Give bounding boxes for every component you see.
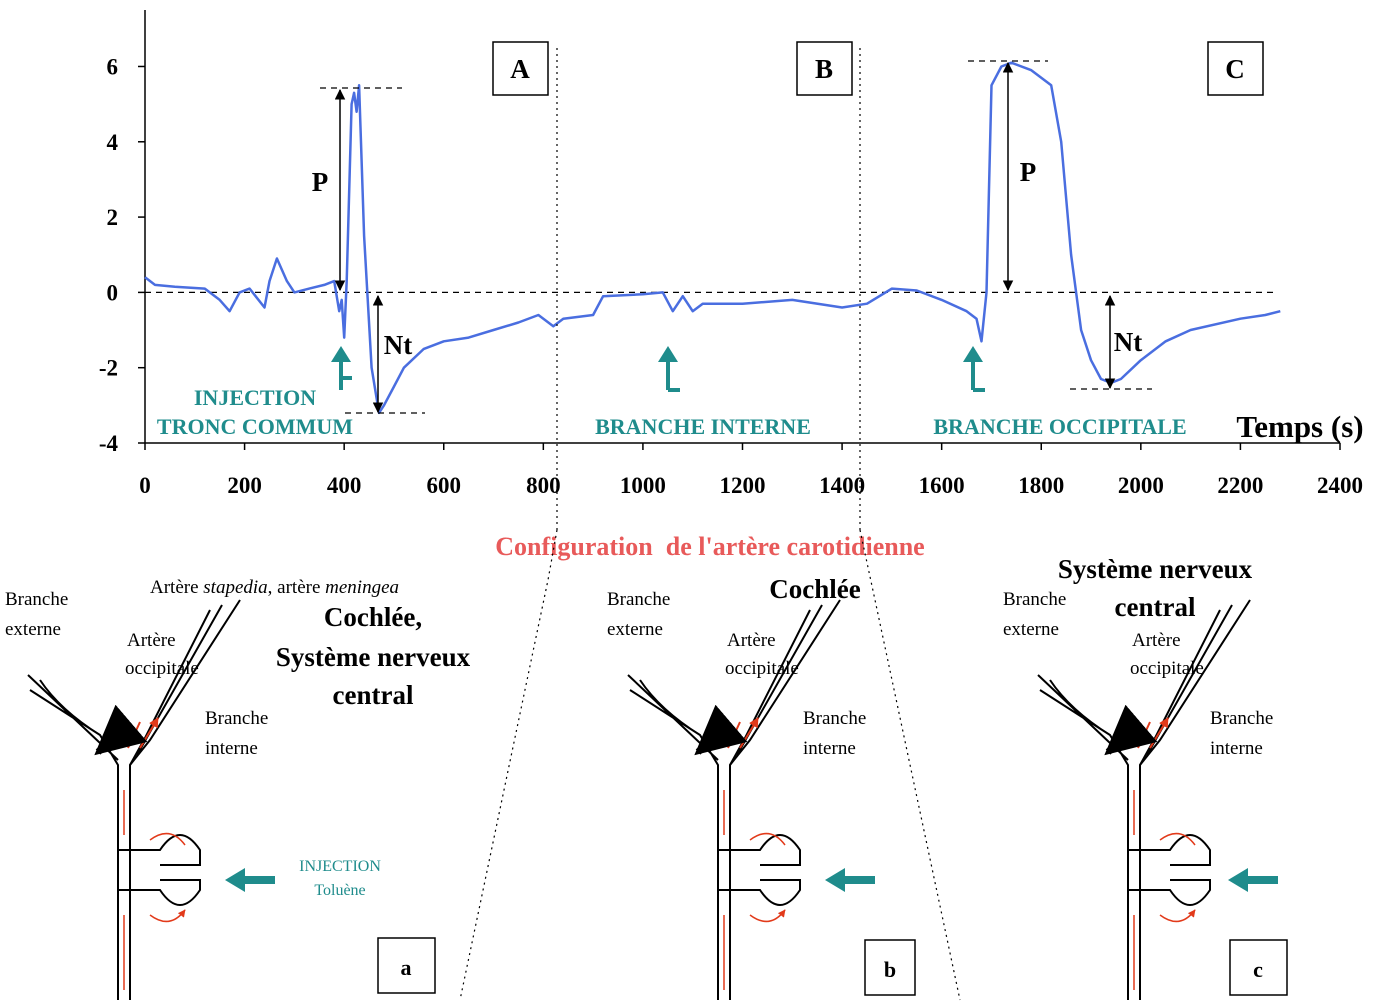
peak-label: P [312, 167, 329, 197]
label-part: meningea [325, 577, 399, 598]
x-tick-label: 2200 [1217, 473, 1263, 498]
label-part: Artère [150, 577, 203, 598]
label: Artère stapedia, artère meningea [150, 577, 399, 598]
label: occipitale [725, 658, 799, 679]
x-tick-label: 0 [139, 473, 151, 498]
site-label: BRANCHE INTERNE [595, 414, 811, 439]
site-label: TRONC COMMUM [157, 414, 353, 439]
label: Branche [803, 708, 866, 729]
target-label: central [333, 680, 414, 710]
panel-label: c [1253, 957, 1263, 982]
y-tick-label: 0 [107, 280, 119, 305]
x-tick-label: 800 [526, 473, 561, 498]
y-tick-label: 6 [107, 54, 119, 79]
phase-label: A [510, 54, 530, 84]
panel-box [377, 937, 436, 994]
caption: Configuration de l'artère carotidienne [495, 532, 924, 561]
injection-arrows [225, 868, 1278, 892]
label: occipitale [1130, 658, 1204, 679]
site-label: BRANCHE OCCIPITALE [933, 414, 1186, 439]
label: interne [803, 738, 856, 759]
y-tick-label: 4 [107, 130, 119, 155]
target-label: Cochlée [769, 574, 860, 604]
label: externe [5, 619, 61, 640]
target-label: central [1115, 592, 1196, 622]
label-part: , artère [268, 577, 325, 598]
label: Branche [5, 589, 68, 610]
trough-label: Nt [384, 330, 413, 360]
x-tick-label: 400 [327, 473, 362, 498]
target-label: Cochlée, [324, 602, 422, 632]
label: occipitale [125, 658, 199, 679]
y-tick-label: 2 [107, 205, 119, 230]
panel-box [1229, 939, 1288, 996]
x-tick-label: 1800 [1018, 473, 1064, 498]
label: externe [607, 619, 663, 640]
label: Branche [1210, 708, 1273, 729]
injection-arrows [331, 346, 985, 392]
target-label: Système nerveux [1058, 554, 1253, 584]
injection-label: Toluène [314, 882, 365, 899]
target-label: Système nerveux [276, 642, 471, 672]
phase-box [1207, 41, 1264, 96]
label: Artère [727, 630, 776, 651]
label: Branche [607, 589, 670, 610]
injection-label: INJECTION [299, 858, 381, 875]
phase-box [796, 41, 853, 96]
data-line [144, 61, 1281, 415]
label-part: stapedia [203, 577, 267, 598]
panel-label: a [401, 955, 412, 980]
line-chart: -4 -2 0 2 4 6 0 200 400 600 800 1000 1200 1400 1600 180… [99, 10, 1363, 498]
label: interne [1210, 738, 1263, 759]
label: Artère [127, 630, 176, 651]
y-tick-label: -2 [99, 356, 118, 381]
x-tick-label: 1000 [620, 473, 666, 498]
x-tick-label: 2000 [1118, 473, 1164, 498]
x-axis-label: Temps (s) [1236, 409, 1363, 444]
x-tick-label: 1200 [720, 473, 766, 498]
phase-label: C [1225, 54, 1245, 84]
divider [459, 529, 961, 1001]
injection-label: INJECTION [194, 385, 316, 410]
phase-box [492, 41, 549, 96]
x-tick-label: 1400 [819, 473, 865, 498]
label: Branche [1003, 589, 1066, 610]
x-tick-label: 1600 [919, 473, 965, 498]
phase-label: B [815, 54, 833, 84]
label: Artère [1132, 630, 1181, 651]
label: Branche [205, 708, 268, 729]
panel-label: b [884, 957, 896, 982]
label: externe [1003, 619, 1059, 640]
annotations: A B C P Nt P Nt INJECTION TRONC COMMUM B… [157, 41, 1364, 530]
diagrams: Configuration de l'artère carotidienne B… [5, 529, 1288, 1001]
label: interne [205, 738, 258, 759]
y-tick-label: -4 [99, 431, 119, 456]
panel-box [864, 939, 916, 996]
x-tick-label: 600 [427, 473, 462, 498]
x-tick-label: 200 [227, 473, 262, 498]
trough-label: Nt [1114, 327, 1143, 357]
peak-label: P [1020, 157, 1037, 187]
x-tick-label: 2400 [1317, 473, 1363, 498]
